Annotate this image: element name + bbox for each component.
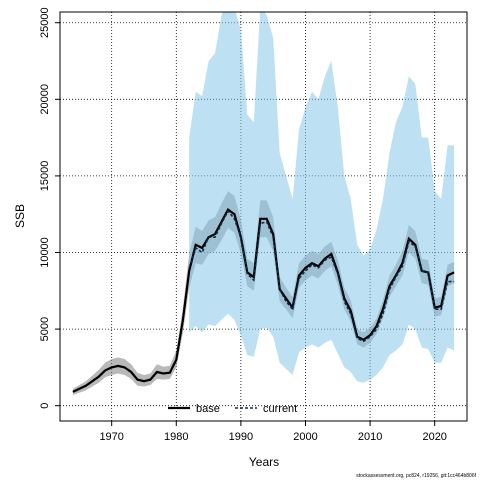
- legend-base-label: base: [196, 403, 220, 415]
- y-axis-title: SSB: [13, 204, 27, 228]
- x-tick-label-1970: 1970: [99, 431, 123, 443]
- x-tick-label-2010: 2010: [358, 431, 382, 443]
- y-tick-label-20000: 20000: [39, 84, 51, 115]
- footer-stamp: stockassessment.org, pc824, r19256, git:…: [356, 473, 476, 479]
- x-tick-label-2000: 2000: [293, 431, 317, 443]
- y-tick-label-10000: 10000: [39, 237, 51, 268]
- axes: 1970 1980 1990 2000 2010 2020 0 5000 10000 15000 2…: [39, 7, 447, 443]
- base-line: [72, 207, 455, 393]
- x-tick-label-1980: 1980: [164, 431, 188, 443]
- x-tick-label-2020: 2020: [422, 431, 446, 443]
- series-lines: [72, 207, 455, 393]
- current-line: [188, 209, 455, 343]
- y-tick-label-15000: 15000: [39, 161, 51, 192]
- y-tick-label-5000: 5000: [39, 317, 51, 341]
- plot-frame: [59, 11, 468, 422]
- x-tick-label-1990: 1990: [229, 431, 253, 443]
- y-tick-label-0: 0: [39, 403, 51, 409]
- y-tick-label-25000: 25000: [39, 7, 51, 38]
- x-axis-title: Years: [249, 455, 279, 469]
- legend-current-label: current: [263, 403, 297, 415]
- legend: base current: [168, 403, 297, 415]
